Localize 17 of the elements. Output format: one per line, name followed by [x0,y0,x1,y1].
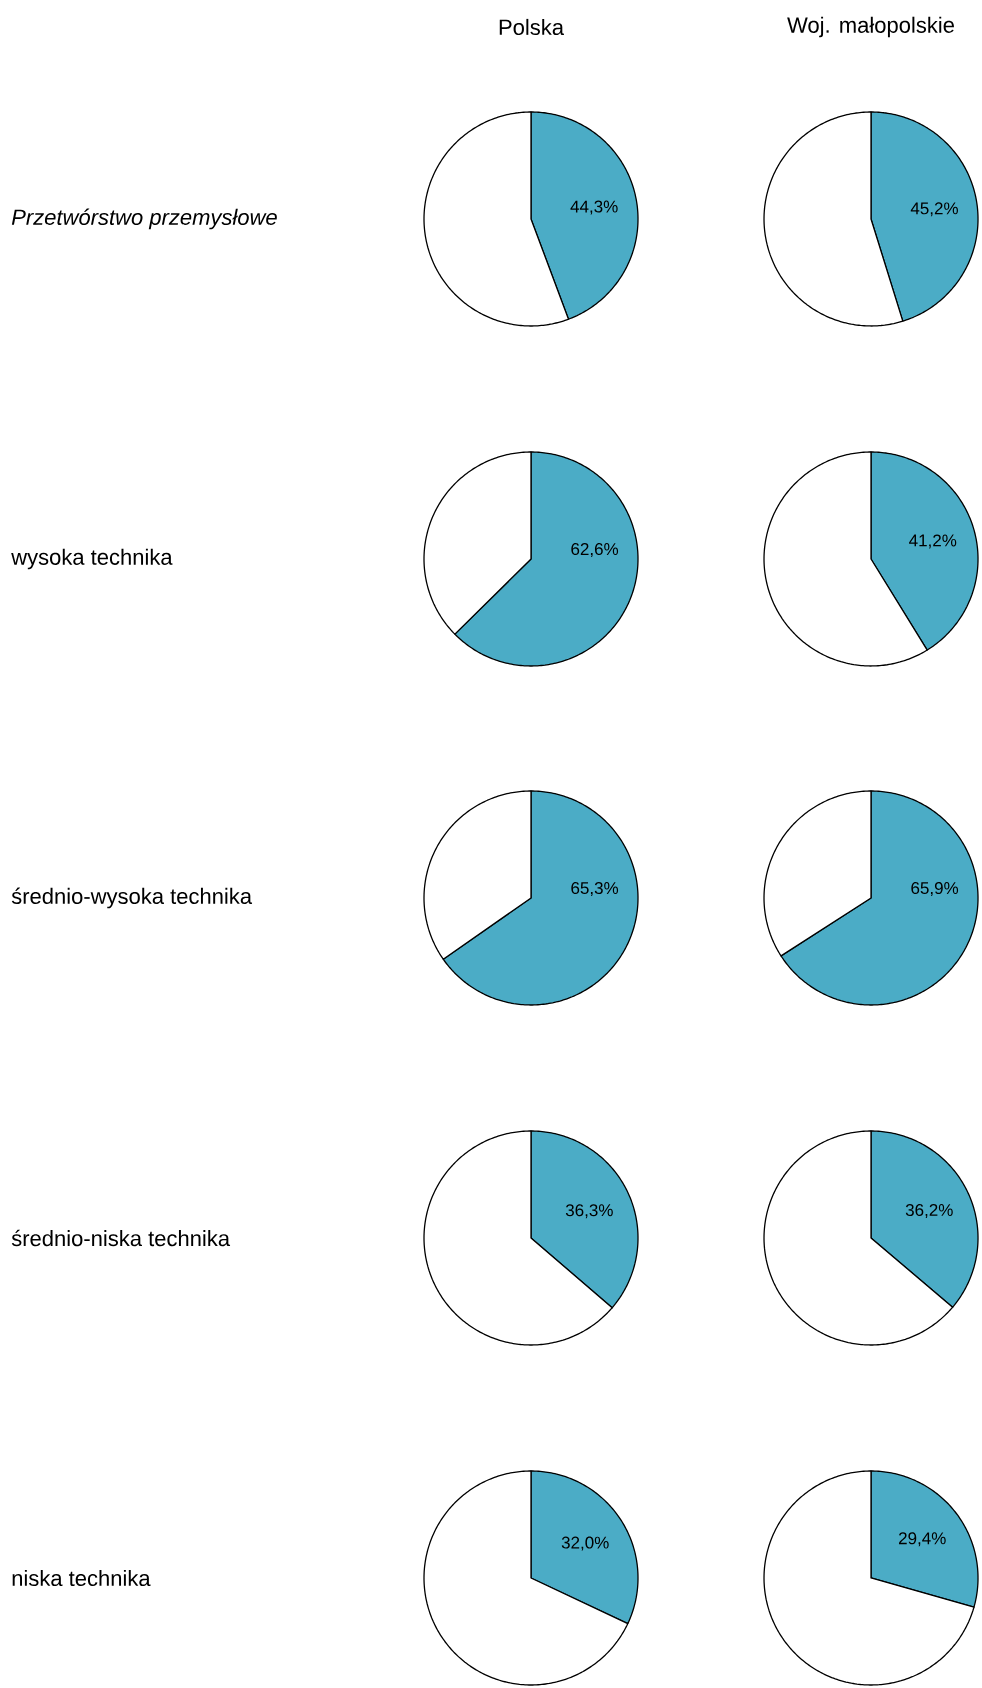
text: niska technika [12,1569,151,1587]
text: Przetwórstwo przemysłowe [11,208,277,230]
data-label: 62,6% [571,543,619,558]
data-label: 65,3% [571,882,619,897]
text: średnio-niska technika [11,1229,231,1247]
data-label: 44,3% [570,200,618,215]
text: średnio-wysoka technika [11,887,253,909]
data-label: 65,9% [911,882,959,897]
data-label: 32,0% [561,1536,609,1551]
data-label: 41,2% [909,534,957,549]
data-label: 45,2% [910,202,958,217]
chart-title: Woj. małopolskie [787,16,954,38]
chart-title: Polska [499,18,565,36]
text: wysoka technika [11,548,173,570]
data-label: 36,2% [905,1203,953,1219]
data-label: 36,3% [565,1204,613,1219]
data-label: 29,4% [899,1532,946,1547]
